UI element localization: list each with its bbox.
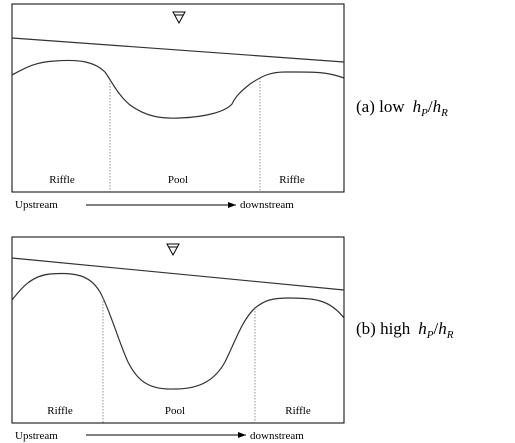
caption-part: h	[413, 97, 422, 116]
caption: (b) high hP/hR	[356, 319, 454, 341]
caption-part: h	[418, 319, 427, 338]
label: Pool	[168, 174, 188, 186]
label: Pool	[165, 405, 185, 417]
water-symbol	[172, 11, 186, 25]
caption-part: (a) low	[356, 97, 405, 116]
caption-part: R	[440, 107, 448, 119]
frame	[11, 3, 345, 193]
downstream-label: downstream	[250, 430, 304, 442]
river-bed	[11, 59, 345, 119]
panel-a: Riffle Pool Riffle Upstream downstream (…	[11, 3, 448, 211]
river-bed	[11, 272, 345, 390]
caption-part: P	[426, 329, 434, 341]
water-surface	[11, 37, 345, 63]
caption-part: R	[446, 329, 454, 341]
upstream-label: Upstream	[15, 430, 58, 442]
label: Riffle	[47, 405, 73, 417]
downstream-label: downstream	[240, 199, 294, 211]
panel-b: Riffle Pool Riffle Upstream downstream (…	[11, 236, 454, 442]
water-surface	[11, 257, 345, 291]
frame	[11, 236, 345, 424]
label: Riffle	[279, 174, 305, 186]
label: Riffle	[285, 405, 311, 417]
caption-part: h	[433, 97, 442, 116]
caption-part: (b) high	[356, 319, 411, 338]
caption-part: P	[420, 107, 428, 119]
caption-part: /	[428, 97, 433, 116]
caption: (a) low hP/hR	[356, 97, 448, 119]
upstream-label: Upstream	[15, 199, 58, 211]
caption-part: /	[434, 319, 439, 338]
label: Riffle	[49, 174, 75, 186]
water-symbol	[166, 243, 180, 257]
caption-part: h	[438, 319, 447, 338]
